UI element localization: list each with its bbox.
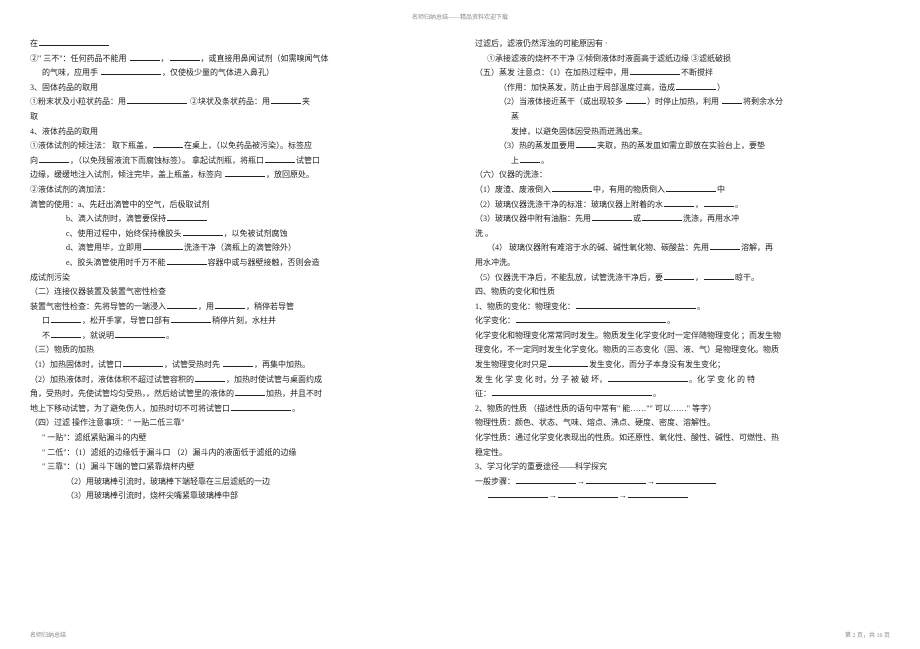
text-line: 发生物理变化时只是发生变化，而分子本身没有发生变化； [475,358,890,372]
text-line: 在 [30,37,445,51]
text-line: （二）连接仪器装置及装置气密性检查 [30,285,445,299]
text-line: 过滤后，滤液仍然浑浊的可能原因有 · [475,37,890,51]
text-line: 4、液体药品的取用 [30,125,445,139]
text-line: b、滴入试剂时，滴管要保持 [30,212,445,226]
text-line: e、胶头滴管使用时千万不能容器中或与器壁接触，否则会造 [30,256,445,270]
text-line: 一般步骤：→→ [475,475,890,489]
text-line: （三）物质的加热 [30,343,445,357]
text-line: 2、物质的性质 （描述性质的语句中常有" 能……"" 可以……" 等字） [475,402,890,416]
footer-right: 第 2 页，共 16 页 [845,630,890,639]
text-line: ②" 三不"：任何药品不能用 ，，或直接用鼻闻试剂（如需嗅闻气体 [30,52,445,66]
text-line: 发 生 化 学 变 化 时，分 子 被 破 坏，。化 学 变 化 的 特 [475,373,890,387]
text-line: 化学变化：。 [475,314,890,328]
text-line: d、滴管用毕，立即用洗涤干净（滴瓶上的滴管除外） [30,241,445,255]
text-line: 洗 。 [475,227,890,241]
text-line: （3）用玻璃棒引流时，烧杯尖嘴紧靠玻璃棒中部 [30,489,445,503]
text-line: 口，松开手掌，导管口部有稍停片刻，水柱并 [30,314,445,328]
text-line: 物理性质：颜色、状态、气味、熔点、沸点、硬度、密度、溶解性。 [475,416,890,430]
left-column: 在②" 三不"：任何药品不能用 ，，或直接用鼻闻试剂（如需嗅闻气体的气味，应用手… [30,36,445,504]
text-line: （2）玻璃仪器洗涤干净的标准：玻璃仪器上附着的水，。 [475,198,890,212]
text-line: ①承接滤液的烧杯不干净 ②倾倒液体时液面高于滤纸边缘 ③滤纸破损 [475,52,890,66]
text-line: 边缘，缓缓地注入试剂，倾注完毕，盖上瓶盖，标签向 ，放回原处。 [30,168,445,182]
text-line: 上。 [475,154,890,168]
text-line: （5）仪器洗干净后，不能乱放，试管洗涤干净后，要，晾干。 [475,271,890,285]
text-line: 成试剂污染 [30,271,445,285]
text-line: （3）玻璃仪器中附有油脂：先用或洗涤，再用水冲 [475,212,890,226]
text-line: " 二低"：（1）滤纸的边缘低于漏斗口 （2）漏斗内的液面低于滤纸的边缘 [30,446,445,460]
text-line: （2）用玻璃棒引流时，玻璃棒下端轻靠在三层滤纸的一边 [30,475,445,489]
text-line: →→ [475,489,890,503]
text-line: 取 [30,110,445,124]
text-line: ①粉末状及小粒状药品：用 ②块状及条状药品：用夹 [30,95,445,109]
text-line: 用水冲洗。 [475,256,890,270]
text-line: ①液体试剂的倾注法： 取下瓶盖，在桌上，（以免药品被污染）。标签应 [30,139,445,153]
text-line: （六）仪器的洗涤： [475,168,890,182]
text-line: " 一贴"：滤纸紧贴漏斗的内壁 [30,431,445,445]
text-line: 理变化，不一定同时发生化学变化。物质的三态变化（固、液、气）是物理变化。物质 [475,343,890,357]
text-line: 发掉，以避免固体因受热而迸溅出来。 [475,125,890,139]
text-line: 化学性质：通过化学变化表现出的性质。如还原性、氧化性、酸性、碱性、可燃性、热 [475,431,890,445]
text-line: 化学变化和物理变化常常同时发生。物质发生化学变化时一定伴随物理变化 ；而发生物 [475,329,890,343]
text-line: 3、固体药品的取用 [30,81,445,95]
text-line: 四、物质的变化和性质 [475,285,890,299]
text-line: （五）蒸发 注意点：（1）在加热过程中，用不断搅拌 [475,66,890,80]
text-line: 稳定性。 [475,446,890,460]
text-line: （2）当液体接近蒸干（或出现较多 ）时停止加热，利用 将剩余水分 [475,95,890,109]
text-line: c、使用过程中，始终保持橡胶头，以免被试剂腐蚀 [30,227,445,241]
text-line: ②液体试剂的滴加法： [30,183,445,197]
text-line: 3、学习化学的重要途径——科学探究 [475,460,890,474]
text-line: （1）加热固体时，试管口，试管受热时先 ，再集中加热。 [30,358,445,372]
footer-left: 名师归纳总结 [30,630,66,639]
text-line: 征：。 [475,387,890,401]
text-line: （1）废渣、废液倒入中，有用的物质倒入中 [475,183,890,197]
text-line: 蒸 [475,110,890,124]
page-header: 名师归纳总结——精品资料欢迎下载 [0,0,920,21]
text-line: " 三靠"：（1）漏斗下端的管口紧靠烧杯内壁 [30,460,445,474]
text-line: 角，受热时，先使试管均匀受热，，然后给试管里的液体的加热，并且不时 [30,387,445,401]
text-line: 不，就说明。 [30,329,445,343]
right-column: 过滤后，滤液仍然浑浊的可能原因有 ·①承接滤液的烧杯不干净 ②倾倒液体时液面高于… [475,36,890,504]
text-line: （作用：加快蒸发，防止由于局部温度过高，造成） [475,81,890,95]
text-line: （3）热的蒸发皿要用夹取，热的蒸发皿如需立即放在实验台上，要垫 [475,139,890,153]
text-line: （四）过滤 操作注意事项：" 一贴二低三靠" [30,416,445,430]
text-line: 1、物质的变化：物理变化：。 [475,300,890,314]
text-line: 装置气密性检查：先将导管的一端浸入，用，稍停若导管 [30,300,445,314]
page-body: 在②" 三不"：任何药品不能用 ，，或直接用鼻闻试剂（如需嗅闻气体的气味，应用手… [0,21,920,504]
text-line: （4） 玻璃仪器附有难溶于水的碱、碱性氧化物、碳酸盐：先用溶解，再 [475,241,890,255]
text-line: 向，（以免残留液流下而腐蚀标签）。 拿起试剂瓶，将瓶口试管口 [30,154,445,168]
text-line: 滴管的使用：a、先赶出滴管中的空气，后极取试剂 [30,198,445,212]
text-line: 的气味，应用手 ，仅使极少量的气体进入鼻孔） [30,66,445,80]
text-line: 地上下移动试管，为了避免伤人，加热时切不可将试管口。 [30,402,445,416]
text-line: （2）加热液体时，液体体积不超过试管容积的，加热时使试管与桌面约成 [30,373,445,387]
